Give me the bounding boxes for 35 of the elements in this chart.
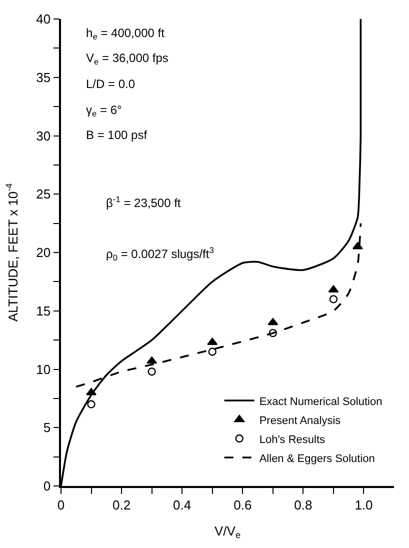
x-axis-title: V/V$_{e}$ (214, 523, 241, 540)
annotation: β$^{-1}$ = 23,500 ft (106, 194, 182, 210)
x-tick-label: 1.0 (354, 497, 373, 512)
legend-label: Exact Numerical Solution (259, 396, 382, 408)
y-tick-label: 20 (36, 245, 51, 260)
legend-label: Present Analysis (259, 414, 342, 427)
annotation: ρ$_{0}$ = 0.0027 slugs/ft$^{3}$ (106, 245, 214, 263)
annotation: L/D = 0.0 (86, 77, 136, 91)
point (146, 356, 158, 364)
point (268, 318, 278, 326)
x-tick-label: 0.4 (173, 497, 192, 512)
x-tick-label: 0.2 (112, 497, 131, 512)
y-tick-label: 5 (43, 420, 51, 436)
y-tick-label: 40 (36, 12, 51, 27)
point (148, 367, 156, 376)
point (329, 295, 338, 304)
y-tick-label: 25 (36, 186, 51, 202)
y-tick-label: 10 (36, 362, 51, 377)
point (208, 348, 216, 356)
x-tick-label: 0.6 (234, 497, 252, 512)
annotation: V$_{e}$ = 36,000 fps (86, 51, 168, 67)
y-tick-label: 15 (36, 303, 51, 318)
y-tick-label: 30 (36, 128, 51, 144)
legend-label: Loh's Results (259, 434, 326, 446)
annotation: γ$_{e}$ = 6° (86, 103, 122, 119)
point (268, 328, 278, 338)
x-tick-label: 0 (57, 497, 65, 512)
point (86, 388, 96, 396)
y-tick-label: 0 (43, 478, 51, 494)
legend-label: Allen & Eggers Solution (259, 452, 375, 465)
x-tick-label: 0.8 (294, 497, 312, 512)
point (87, 400, 96, 408)
annotation: B = 100 psf (86, 128, 148, 142)
annotation: h$_{e}$ = 400,000 ft (86, 26, 166, 42)
y-tick-label: 35 (36, 70, 51, 85)
